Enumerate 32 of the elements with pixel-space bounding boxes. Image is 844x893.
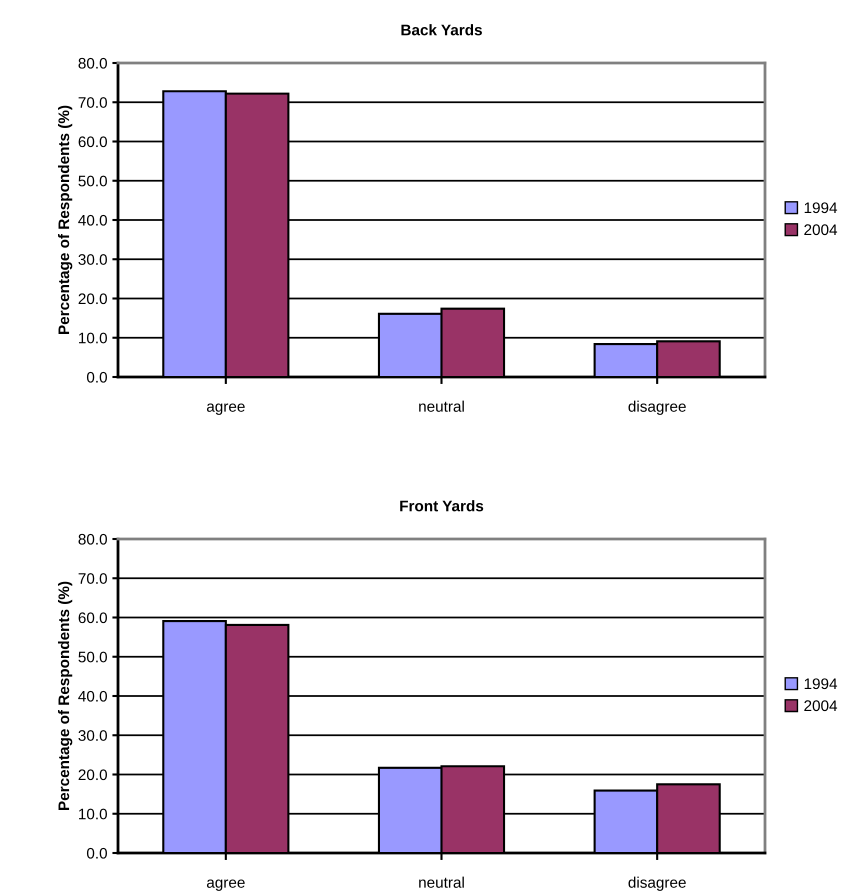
y-tick-label: 0.0 bbox=[86, 848, 107, 859]
x-tick-label: neutral bbox=[419, 876, 464, 888]
legend-label: 1994 bbox=[804, 678, 838, 690]
y-tick-label: 60.0 bbox=[78, 612, 107, 624]
legend-label: 1994 bbox=[804, 202, 838, 214]
y-tick-label: 40.0 bbox=[78, 690, 107, 702]
y-tick-label: 60.0 bbox=[78, 136, 107, 148]
legend-label: 2004 bbox=[804, 700, 838, 712]
y-axis-title: Percentage of Respondents (%) bbox=[58, 106, 72, 334]
x-tick-label: disagree bbox=[628, 876, 686, 891]
y-tick-label: 10.0 bbox=[79, 808, 107, 820]
x-tick-label: agree bbox=[206, 879, 245, 891]
y-tick-label: 80.0 bbox=[78, 534, 107, 545]
y-tick-label: 20.0 bbox=[78, 769, 107, 780]
x-tick-label: neutral bbox=[419, 400, 464, 412]
y-tick-label: 40.0 bbox=[78, 214, 107, 226]
y-tick-label: 30.0 bbox=[78, 254, 107, 265]
y-tick-label: 0.0 bbox=[86, 372, 107, 383]
y-tick-label: 50.0 bbox=[78, 176, 107, 186]
y-tick-label: 70.0 bbox=[78, 573, 107, 584]
y-axis-title: Percentage of Respondents (%) bbox=[58, 582, 72, 810]
y-tick-label: 10.0 bbox=[79, 332, 107, 344]
x-tick-label: disagree bbox=[628, 400, 686, 415]
y-tick-label: 70.0 bbox=[78, 97, 107, 108]
x-tick-label: agree bbox=[206, 403, 245, 415]
chart-title: Back Yards bbox=[401, 24, 482, 36]
y-tick-label: 80.0 bbox=[78, 58, 107, 69]
legend-label: 2004 bbox=[804, 224, 838, 236]
chart-title: Front Yards bbox=[400, 500, 484, 512]
y-tick-label: 20.0 bbox=[78, 293, 107, 304]
y-tick-label: 30.0 bbox=[78, 730, 107, 741]
y-tick-label: 50.0 bbox=[78, 652, 107, 662]
